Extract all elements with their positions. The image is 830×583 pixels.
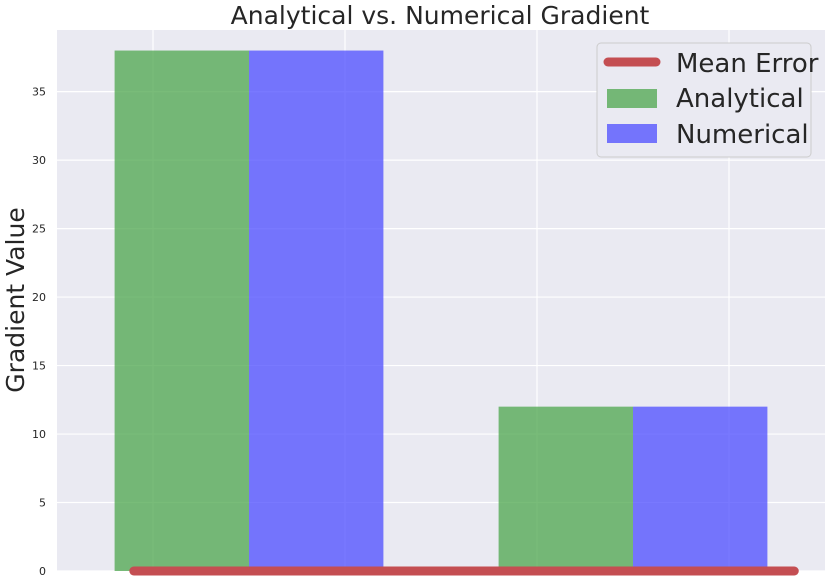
y-tick-label: 0 xyxy=(39,565,46,578)
legend-swatch-numerical xyxy=(607,124,657,143)
y-tick-label: 5 xyxy=(39,497,46,510)
chart-title: Analytical vs. Numerical Gradient xyxy=(231,1,650,30)
y-tick-label: 15 xyxy=(32,360,46,373)
bar-analytical-0 xyxy=(114,50,249,571)
bar-numerical-0 xyxy=(249,50,384,571)
legend-label-numerical: Numerical xyxy=(676,120,809,150)
bars xyxy=(114,50,768,571)
y-tick-label: 10 xyxy=(32,428,46,441)
y-axis-label: Gradient Value xyxy=(1,207,30,392)
legend-label-analytical: Analytical xyxy=(676,84,804,114)
legend-label-mean-error: Mean Error xyxy=(676,49,819,79)
bar-analytical-1 xyxy=(498,406,633,571)
y-tick-label: 30 xyxy=(32,154,46,167)
legend-swatch-analytical xyxy=(607,89,657,108)
y-axis-ticks: 0 5 10 15 20 25 30 35 xyxy=(32,86,46,578)
legend: Mean Error Analytical Numerical xyxy=(596,42,819,158)
y-tick-label: 20 xyxy=(32,291,46,304)
y-tick-label: 35 xyxy=(32,86,46,99)
y-tick-label: 25 xyxy=(32,223,46,236)
bar-numerical-1 xyxy=(633,406,768,571)
